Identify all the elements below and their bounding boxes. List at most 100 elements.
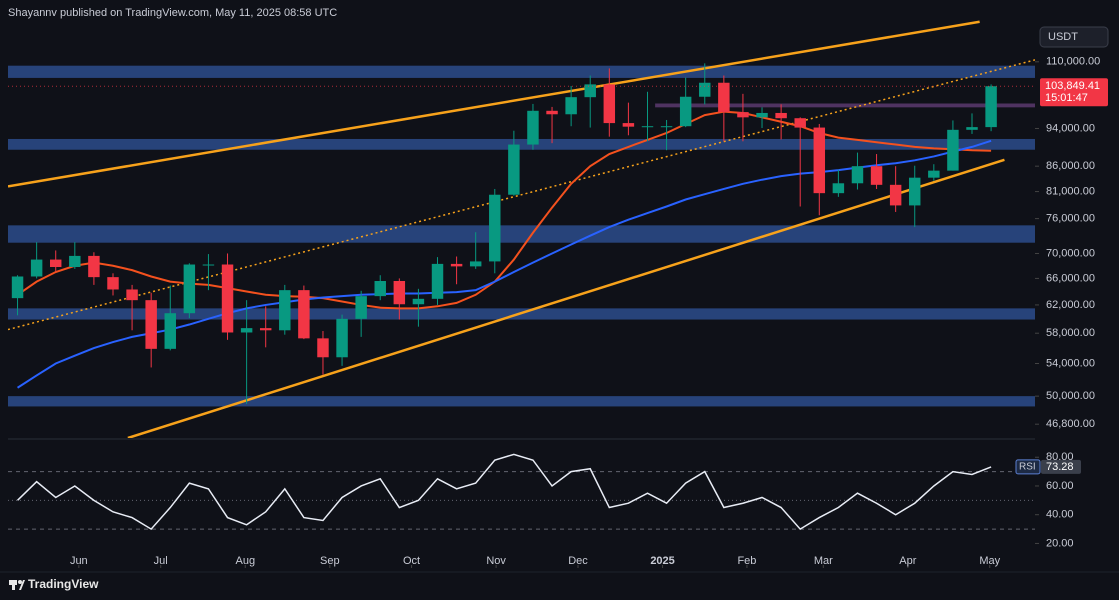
candle-body	[641, 126, 654, 128]
candle-body	[412, 298, 425, 305]
candle-body	[240, 328, 253, 333]
candle-body	[489, 194, 501, 262]
candle-body	[889, 184, 902, 206]
rsi-plot	[8, 453, 1035, 531]
y-tick-label: 70,000.00	[1046, 247, 1095, 259]
candle-body	[909, 177, 921, 206]
candle-body	[355, 296, 367, 319]
candle-body	[336, 318, 348, 358]
x-tick-label: Apr	[899, 555, 916, 567]
candle-body	[259, 328, 272, 331]
y-tick-label: 54,000.00	[1046, 357, 1095, 369]
x-tick-label: Feb	[737, 555, 756, 567]
x-tick-label: Jun	[70, 555, 88, 567]
x-tick-label: May	[979, 555, 1000, 567]
candle-body	[527, 110, 539, 145]
support-zone	[8, 138, 1035, 150]
candle-body	[679, 96, 692, 127]
brand: TradingView	[28, 577, 99, 591]
candle-body	[317, 338, 329, 358]
candle-body	[221, 264, 234, 333]
candle-body	[966, 127, 978, 130]
support-zone	[655, 103, 1035, 108]
candle-body	[145, 300, 157, 349]
candle-body	[756, 112, 768, 118]
y-tick-label: 94,000.00	[1046, 122, 1095, 134]
candle-body	[660, 126, 673, 128]
y-tick-label: 80.00	[1046, 451, 1074, 463]
candle-body	[298, 290, 310, 339]
candle-body	[49, 259, 62, 268]
candle-body	[603, 84, 616, 124]
candle-body	[202, 264, 215, 266]
countdown-label: 15:01:47	[1045, 92, 1088, 104]
x-tick-label: Jul	[154, 555, 168, 567]
x-tick-label: Oct	[403, 555, 420, 567]
candle-body	[69, 255, 81, 268]
candle-body	[813, 127, 826, 194]
trendline	[8, 20, 980, 188]
candle-body	[718, 82, 730, 113]
candle-body	[622, 123, 635, 127]
support-zone	[8, 65, 1035, 78]
y-tick-label: 50,000.00	[1046, 390, 1095, 402]
rsi-line	[17, 453, 992, 531]
currency-button[interactable]	[1039, 26, 1109, 48]
candle-body	[699, 82, 711, 97]
candle-body	[851, 166, 864, 184]
moving-average	[17, 139, 992, 389]
y-tick-label: 81,000.00	[1046, 185, 1095, 197]
candle-body	[832, 183, 845, 194]
candle-body	[870, 166, 883, 185]
candle-body	[450, 263, 463, 267]
trendline	[127, 158, 1005, 438]
candle-body	[546, 110, 558, 115]
candle-body	[431, 263, 444, 299]
candle-body	[565, 97, 577, 115]
candle-body	[794, 118, 806, 128]
y-tick-label: 58,000.00	[1046, 327, 1095, 339]
x-tick-label: Mar	[814, 555, 833, 567]
candle-body	[393, 280, 406, 305]
support-zone	[8, 396, 1035, 407]
y-tick-label: 46,800.00	[1046, 418, 1095, 430]
candle-body	[469, 261, 482, 267]
y-tick-label: 110,000.00	[1046, 56, 1100, 68]
y-tick-label: 66,000.00	[1046, 272, 1095, 284]
brand-logo	[9, 580, 25, 590]
y-tick-label: 40.00	[1046, 509, 1074, 521]
candle-body	[508, 144, 520, 195]
last-price-label: 103,849.41	[1045, 80, 1100, 92]
candle-body	[775, 112, 787, 119]
y-tick-label: 62,000.00	[1046, 299, 1095, 311]
candle-body	[183, 264, 196, 314]
candle-body	[164, 313, 176, 349]
candle-body	[737, 112, 749, 118]
x-tick-label: Dec	[568, 555, 588, 567]
x-tick-label: Sep	[320, 555, 340, 567]
candle-body	[11, 276, 24, 299]
rsi-value-box	[1041, 459, 1081, 474]
candle-body	[279, 290, 291, 331]
header-text: Shayannv published on TradingView.com, M…	[8, 7, 337, 19]
trendline	[8, 59, 1035, 331]
y-tick-label: 76,000.00	[1046, 213, 1095, 225]
x-tick-label: 2025	[650, 555, 674, 567]
candle-body	[107, 277, 119, 290]
candle-body	[985, 86, 997, 128]
y-tick-label: 60.00	[1046, 480, 1074, 492]
rsi-name: RSI	[1019, 462, 1036, 473]
last-price-box	[1040, 78, 1108, 107]
candle-body	[30, 259, 43, 277]
y-tick-label: 20.00	[1046, 537, 1074, 549]
price-plot	[8, 20, 1035, 438]
candle-body	[947, 129, 959, 171]
moving-average	[16, 110, 992, 310]
candle-body	[928, 170, 940, 178]
rsi-value-label: 73.28	[1046, 461, 1074, 473]
candle-body	[584, 84, 596, 98]
rsi-name-box	[1015, 459, 1041, 475]
currency[interactable]: USDT	[1048, 31, 1078, 43]
